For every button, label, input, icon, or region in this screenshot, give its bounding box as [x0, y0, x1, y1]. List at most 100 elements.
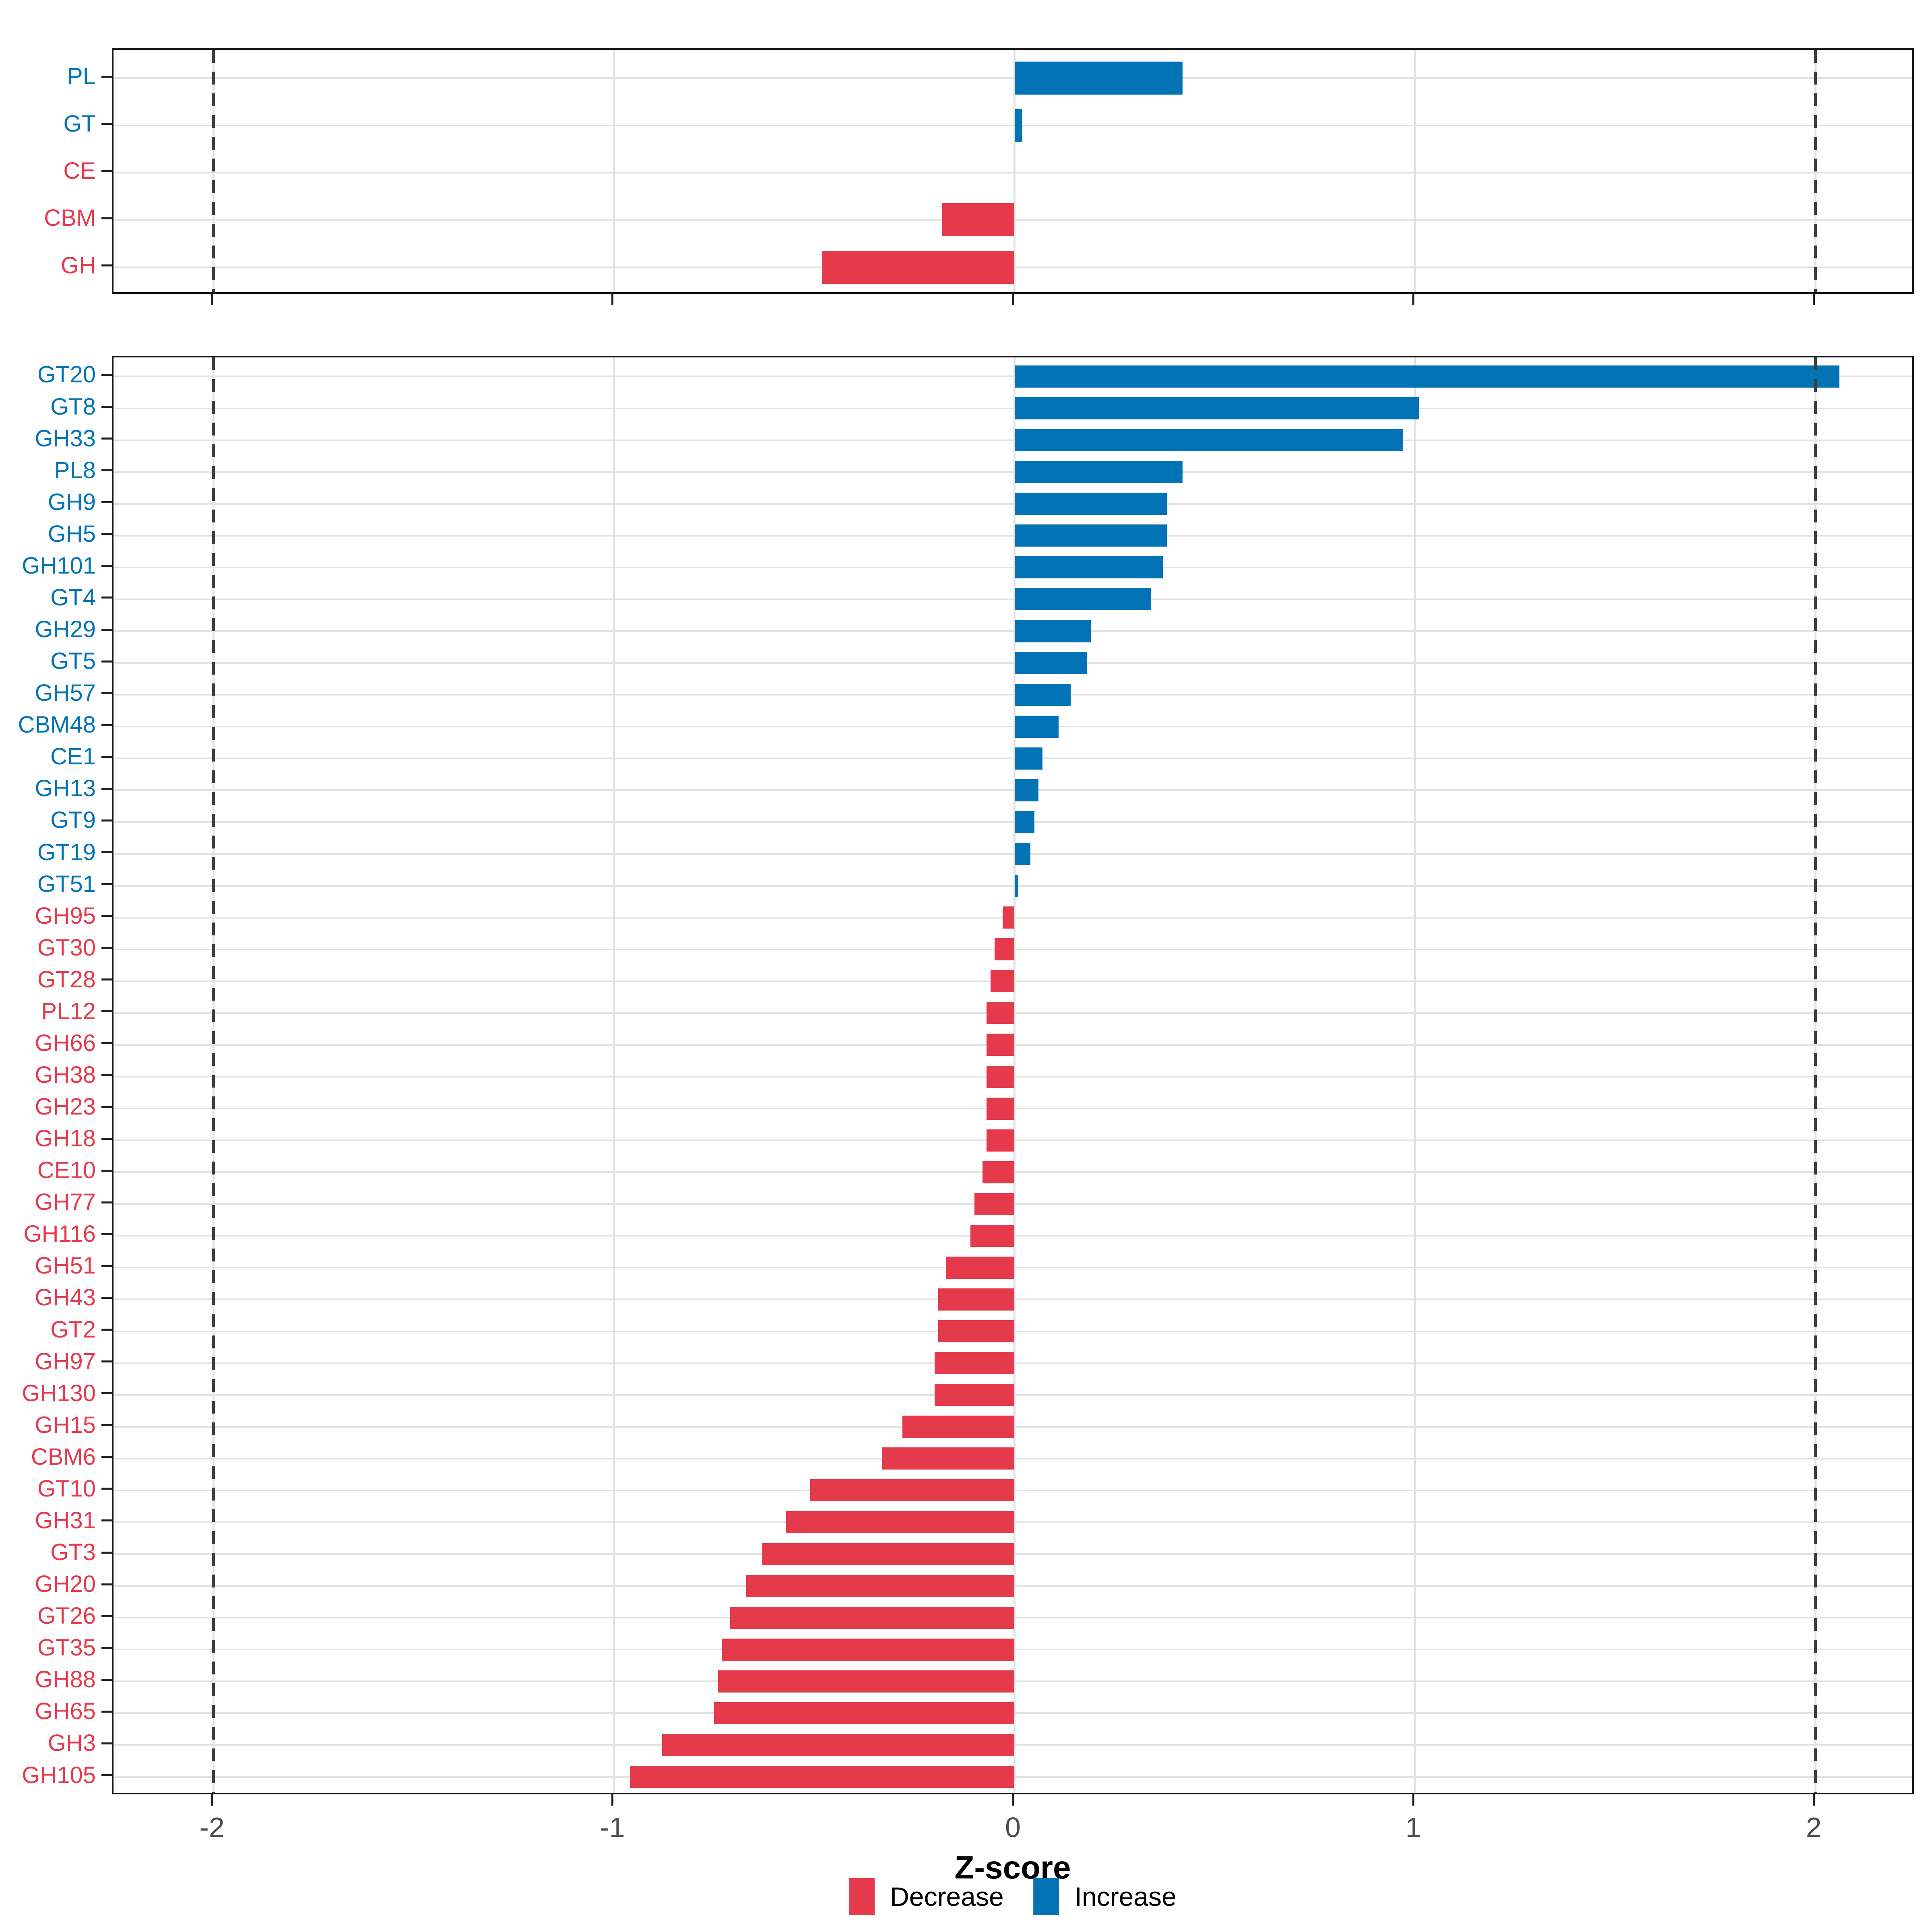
y-tick-GT3	[101, 1551, 112, 1554]
x-tick-0	[1012, 294, 1014, 305]
y-tick-GH130	[101, 1392, 112, 1395]
y-tick-GH38	[101, 1074, 112, 1076]
gridline-row-GH101	[114, 566, 1912, 568]
y-label-GH29: GH29	[35, 616, 96, 642]
bar-GH15	[902, 1416, 1015, 1438]
y-tick-GH105	[101, 1774, 112, 1777]
gridline-row-GT51	[114, 885, 1912, 887]
y-label-GT3: GT3	[50, 1539, 96, 1566]
bar-GH101	[1014, 556, 1163, 579]
y-tick-PL12	[101, 1010, 112, 1013]
gridline-row-GT8	[114, 407, 1912, 409]
x-tick--1	[611, 1794, 614, 1806]
bar-CBM48	[1014, 715, 1059, 738]
dashed-reference-line-2	[1814, 50, 1817, 292]
gridline-row-GT	[114, 124, 1912, 126]
y-label-GT10: GT10	[37, 1475, 96, 1502]
y-label-PL12: PL12	[41, 998, 96, 1024]
y-label-GH5: GH5	[47, 520, 96, 547]
y-tick-GH95	[101, 915, 112, 917]
legend-swatch-increase-icon	[1033, 1878, 1059, 1915]
bar-GT30	[994, 938, 1015, 961]
y-label-GH43: GH43	[35, 1284, 96, 1311]
x-tick--2	[211, 294, 213, 305]
y-label-PL8: PL8	[54, 457, 96, 483]
y-label-GH38: GH38	[35, 1062, 96, 1088]
y-tick-GH57	[101, 692, 112, 694]
y-tick-GT35	[101, 1647, 112, 1649]
bar-GT4	[1014, 588, 1151, 611]
gridline-row-GH57	[114, 694, 1912, 696]
bar-PL	[1014, 62, 1183, 95]
y-tick-GT51	[101, 883, 112, 886]
bar-GH95	[1002, 906, 1015, 929]
bar-GH18	[986, 1129, 1015, 1152]
y-label-GH31: GH31	[35, 1507, 96, 1534]
y-label-GT20: GT20	[37, 361, 96, 388]
y-tick-GT28	[101, 978, 112, 981]
y-label-CE10: CE10	[37, 1157, 96, 1184]
y-tick-GH33	[101, 438, 112, 440]
panel-cazyme-families	[112, 356, 1914, 1794]
y-tick-GH116	[101, 1233, 112, 1235]
y-tick-GH31	[101, 1519, 112, 1522]
gridline-row-GH5	[114, 535, 1912, 537]
gridline-x-0	[1013, 357, 1016, 1793]
legend: Decrease Increase	[849, 1878, 1177, 1915]
gridline-x-1	[1414, 357, 1416, 1793]
y-label-GH77: GH77	[35, 1189, 96, 1216]
y-tick-GH66	[101, 1042, 112, 1044]
y-label-GH116: GH116	[23, 1221, 96, 1247]
bar-PL12	[986, 1002, 1015, 1024]
legend-label-increase: Increase	[1074, 1882, 1177, 1911]
bar-GH31	[786, 1511, 1015, 1534]
gridline-row-GT20	[114, 376, 1912, 378]
x-tick-2	[1812, 1794, 1815, 1806]
gridline-row-PL8	[114, 471, 1912, 473]
bar-GH33	[1014, 429, 1403, 452]
gridline-row-GT4	[114, 598, 1912, 600]
y-label-GH15: GH15	[35, 1412, 96, 1438]
x-tick-2	[1812, 294, 1815, 305]
y-label-GT8: GT8	[50, 393, 96, 420]
y-tick-GH43	[101, 1296, 112, 1299]
y-tick-GT8	[101, 406, 112, 408]
y-label-GH33: GH33	[35, 425, 96, 452]
bar-GH65	[714, 1702, 1015, 1724]
y-label-CBM: CBM	[44, 205, 96, 231]
gridline-x--1	[613, 357, 615, 1793]
bar-GH116	[970, 1224, 1015, 1247]
dashed-reference-line--2	[212, 50, 215, 292]
y-tick-GH23	[101, 1106, 112, 1108]
x-tick--1	[611, 294, 614, 305]
bar-GH3	[662, 1734, 1015, 1756]
y-label-GT9: GT9	[50, 807, 96, 834]
y-label-GH23: GH23	[35, 1094, 96, 1120]
gridline-x-0	[1013, 50, 1016, 292]
bar-GT3	[762, 1543, 1015, 1565]
bar-GH88	[718, 1670, 1015, 1693]
bar-GH29	[1014, 620, 1091, 642]
x-tick-label--2: -2	[199, 1812, 225, 1843]
y-label-GT51: GT51	[37, 871, 96, 897]
y-tick-CE10	[101, 1169, 112, 1172]
legend-item-increase: Increase	[1033, 1878, 1177, 1915]
y-tick-GH51	[101, 1265, 112, 1267]
bar-GT26	[730, 1606, 1015, 1629]
bar-GH57	[1014, 683, 1071, 706]
bar-GT19	[1014, 843, 1031, 865]
y-tick-GT4	[101, 597, 112, 599]
y-label-GT35: GT35	[37, 1635, 96, 1661]
bar-GT20	[1014, 365, 1839, 388]
y-label-GH97: GH97	[35, 1348, 96, 1375]
bar-GH130	[934, 1384, 1015, 1406]
x-tick-0	[1012, 1794, 1014, 1806]
y-tick-GH5	[101, 533, 112, 535]
y-label-GH130: GH130	[22, 1380, 96, 1406]
y-label-GH105: GH105	[22, 1762, 96, 1788]
bar-GH105	[630, 1766, 1015, 1788]
y-label-GH3: GH3	[47, 1730, 96, 1757]
y-tick-GH9	[101, 501, 112, 504]
y-tick-GH29	[101, 628, 112, 631]
x-tick-label-2: 2	[1806, 1812, 1822, 1843]
